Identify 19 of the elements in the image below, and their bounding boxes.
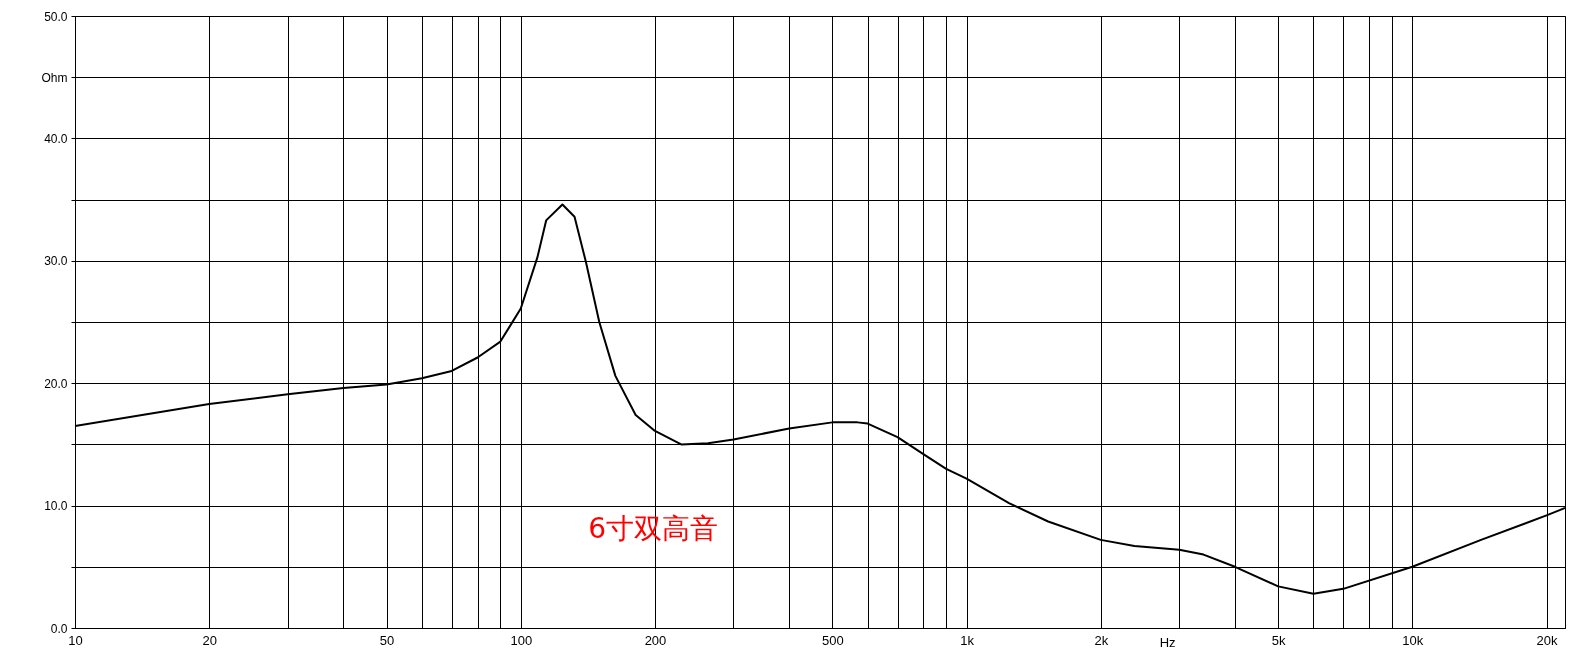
y-tick-label: 20.0	[44, 376, 68, 391]
x-tick-label: 500	[822, 632, 844, 648]
x-tick-label: 200	[644, 632, 667, 648]
x-tick-label: 50	[379, 632, 395, 648]
x-axis-title: Hz	[1159, 634, 1176, 650]
y-tick-label: Ohm	[41, 70, 68, 85]
y-tick-label: 10.0	[44, 499, 68, 514]
x-tick-label: 10	[68, 632, 83, 648]
x-tick-label: 20k	[1536, 632, 1559, 648]
x-tick-label: 5k	[1271, 632, 1287, 648]
x-tick-label: 10k	[1402, 632, 1424, 648]
x-tick-label: 2k	[1094, 632, 1109, 648]
x-tick-label: 100	[510, 632, 533, 648]
y-tick-label: 40.0	[44, 131, 68, 146]
x-tick-label: 20	[202, 632, 217, 648]
y-tick-label: 50.0	[44, 9, 68, 24]
y-tick-label: 0.0	[50, 621, 68, 636]
x-tick-label: 1k	[960, 632, 975, 648]
y-tick-label: 30.0	[44, 254, 68, 269]
